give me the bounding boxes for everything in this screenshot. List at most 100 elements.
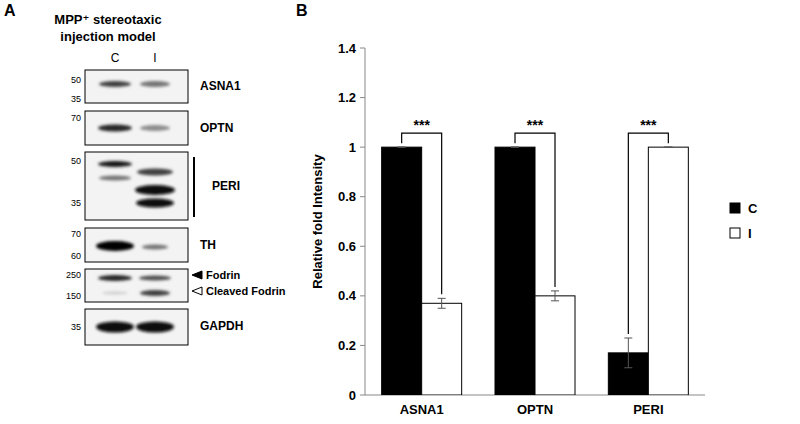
blot-band [137, 169, 173, 176]
legend-swatch [730, 203, 740, 213]
y-tick-label: 0.4 [338, 288, 357, 303]
blot: 35 GAPDH [71, 309, 243, 345]
y-tick [360, 97, 365, 98]
error-cap [438, 298, 446, 299]
legend: CI [730, 201, 758, 241]
blot-label: PERI [212, 179, 240, 193]
mw-marker: 35 [71, 94, 81, 104]
blot-band [136, 322, 174, 333]
significance-bracket: *** [515, 117, 555, 287]
x-tick-label: PERI [633, 402, 663, 417]
y-tick-label: 0.2 [338, 338, 356, 353]
legend-label: C [748, 201, 758, 216]
bracket-line [402, 133, 442, 294]
significance-label: *** [413, 117, 430, 133]
band-arrow [192, 287, 202, 295]
blot-band [98, 161, 132, 167]
y-tick [360, 48, 365, 49]
y-axis [365, 48, 366, 395]
error-bar [438, 298, 446, 308]
error-cap [551, 300, 559, 301]
error-cap [511, 147, 519, 148]
error-cap [624, 337, 632, 338]
y-tick-label: 1.4 [338, 41, 357, 56]
y-tick [360, 147, 365, 148]
error-cap [551, 290, 559, 291]
bars [382, 147, 689, 395]
blot-band [96, 322, 134, 333]
figure: AMPP⁺ stereotaxicinjection modelCI5035AS… [0, 0, 800, 424]
y-tick [360, 246, 365, 247]
significance-label: *** [527, 117, 544, 133]
mw-marker: 35 [71, 198, 81, 208]
blot-band [140, 125, 170, 131]
error-stem [628, 338, 629, 368]
mw-marker: 35 [71, 322, 81, 332]
y-tick [360, 196, 365, 197]
legend-swatch [730, 228, 740, 238]
blot-frame [85, 111, 188, 145]
blot-label: GAPDH [200, 319, 243, 333]
blot-title: MPP⁺ stereotaxic [54, 12, 161, 27]
blot: 250150FodrinCleaved Fodrin [66, 269, 286, 302]
band-arrow [192, 271, 202, 279]
y-tick-label: 0 [349, 388, 356, 403]
bar [648, 147, 688, 395]
panel-b: B 0 0.2 0.4 0.6 0.8 1 1.2 1.4 Relative fold Inten… [296, 2, 758, 417]
blot-frame [85, 269, 188, 302]
error-cap [664, 147, 672, 148]
error-bar [624, 338, 632, 368]
blot-band [96, 241, 134, 251]
blot-label: Fodrin [206, 269, 240, 281]
blot-label: OPTN [200, 121, 233, 135]
y-tick [360, 295, 365, 296]
blot-label: Cleaved Fodrin [206, 285, 286, 297]
blot-frame [85, 152, 188, 220]
error-cap [511, 147, 519, 148]
lane-label: C [111, 51, 120, 65]
bar [422, 303, 462, 395]
blot-band [136, 199, 174, 208]
blot-frame [85, 228, 188, 262]
significance-bracket: *** [628, 117, 668, 334]
error-bar [511, 147, 519, 148]
error-bar [551, 291, 559, 301]
significance-bracket: *** [402, 117, 442, 294]
error-bar [664, 147, 672, 148]
blot-band [99, 176, 131, 181]
blot-band [140, 81, 170, 87]
error-cap [664, 147, 672, 148]
x-tick-label: ASNA1 [400, 402, 444, 417]
blot-band [140, 290, 170, 296]
error-cap [438, 308, 446, 309]
blot-frame [85, 70, 188, 103]
error-cap [398, 147, 406, 148]
bracket-line [628, 133, 668, 334]
y-tick-label: 1.2 [338, 90, 356, 105]
error-bar [398, 147, 406, 148]
y-tick-label: 0.8 [338, 189, 356, 204]
y-tick [360, 345, 365, 346]
blot-band [98, 125, 132, 132]
panel-a: AMPP⁺ stereotaxicinjection modelCI5035AS… [4, 2, 286, 345]
bar [382, 147, 422, 395]
y-tick-label: 1 [349, 140, 356, 155]
mw-marker: 250 [66, 270, 81, 280]
bracket-line [515, 133, 555, 287]
mw-marker: 50 [71, 156, 81, 166]
bar [535, 296, 575, 395]
y-axis-title: Relative fold Intensity [310, 154, 325, 289]
bar [495, 147, 535, 395]
y-tick-label: 0.6 [338, 239, 356, 254]
mw-marker: 70 [71, 113, 81, 123]
panel-label: B [296, 2, 308, 19]
error-stem [441, 298, 442, 308]
blot: 50 35 PERI [71, 152, 240, 220]
blot-label: TH [200, 238, 216, 252]
blot-band [102, 292, 128, 295]
blot-band [99, 81, 131, 87]
blot-title: injection model [60, 29, 155, 44]
blot: 7060TH [71, 228, 216, 262]
blot-band [98, 275, 132, 281]
significance-label: *** [640, 117, 657, 133]
